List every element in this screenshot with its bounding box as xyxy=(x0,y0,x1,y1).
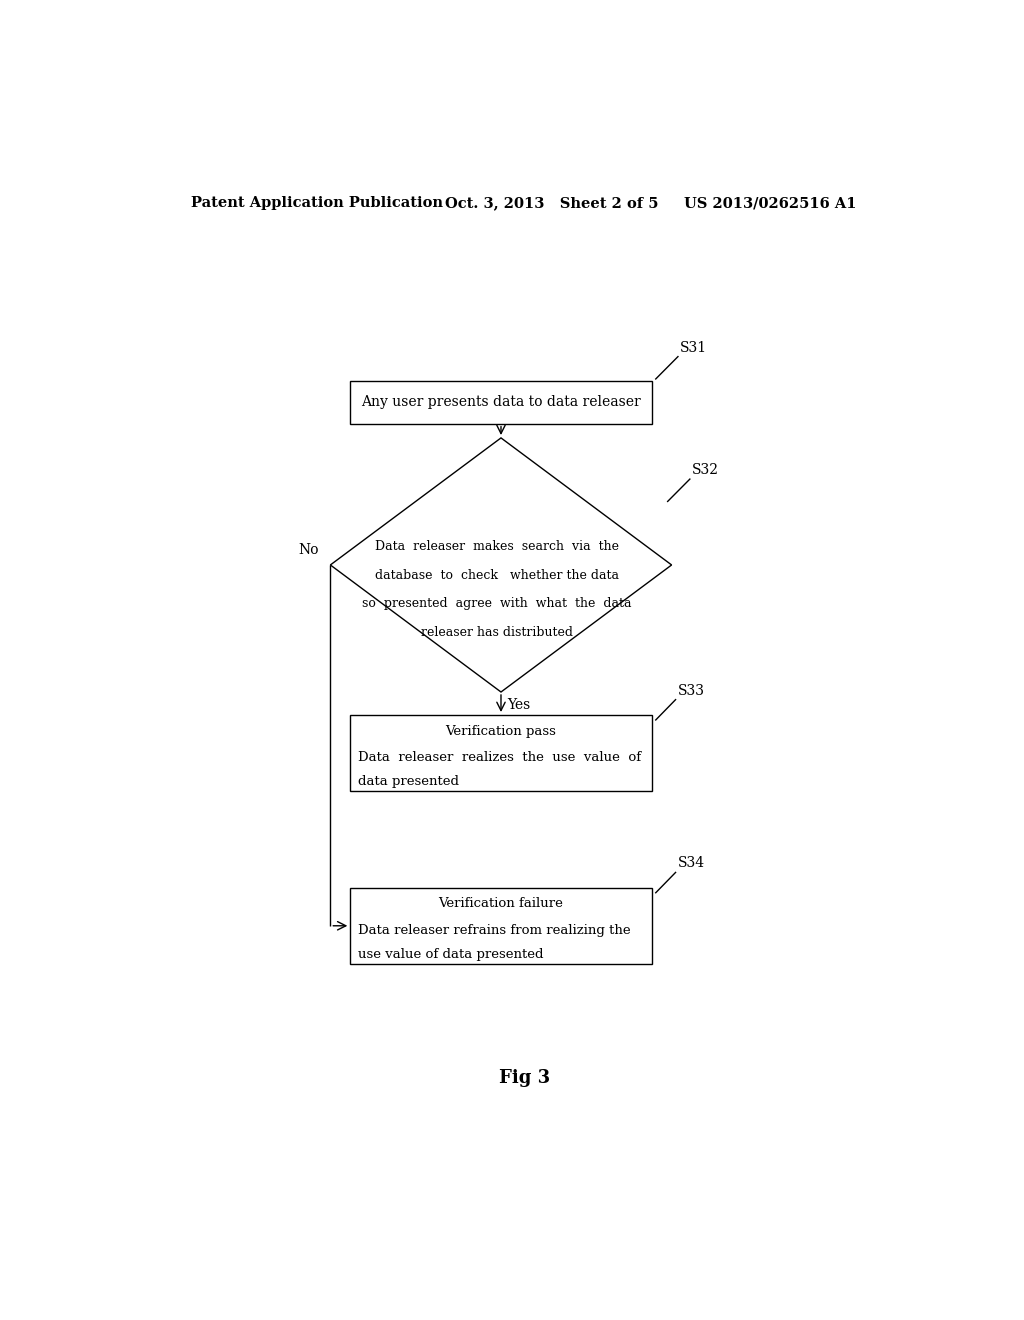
Text: S33: S33 xyxy=(678,684,705,697)
Text: S32: S32 xyxy=(692,463,719,477)
Bar xyxy=(350,887,651,964)
Text: Fig 3: Fig 3 xyxy=(500,1069,550,1088)
Text: S31: S31 xyxy=(680,341,708,355)
Text: Oct. 3, 2013   Sheet 2 of 5: Oct. 3, 2013 Sheet 2 of 5 xyxy=(445,197,658,210)
Text: Patent Application Publication: Patent Application Publication xyxy=(191,197,443,210)
Text: releaser has distributed: releaser has distributed xyxy=(421,626,573,639)
Text: Any user presents data to data releaser: Any user presents data to data releaser xyxy=(361,395,641,409)
Text: US 2013/0262516 A1: US 2013/0262516 A1 xyxy=(684,197,856,210)
Text: Verification failure: Verification failure xyxy=(438,898,563,911)
Polygon shape xyxy=(331,438,672,692)
Text: Data releaser refrains from realizing the: Data releaser refrains from realizing th… xyxy=(358,924,631,937)
Text: Yes: Yes xyxy=(507,698,530,713)
Bar xyxy=(350,715,651,791)
Text: S34: S34 xyxy=(678,857,706,870)
Text: database  to  check   whether the data: database to check whether the data xyxy=(375,569,620,582)
Text: so  presented  agree  with  what  the  data: so presented agree with what the data xyxy=(362,597,632,610)
Text: No: No xyxy=(298,543,318,557)
Bar xyxy=(350,381,651,424)
Text: Data  releaser  realizes  the  use  value  of: Data releaser realizes the use value of xyxy=(358,751,641,764)
Text: use value of data presented: use value of data presented xyxy=(358,948,544,961)
Text: Verification pass: Verification pass xyxy=(445,725,556,738)
Text: data presented: data presented xyxy=(358,775,459,788)
Text: Data  releaser  makes  search  via  the: Data releaser makes search via the xyxy=(375,540,620,553)
